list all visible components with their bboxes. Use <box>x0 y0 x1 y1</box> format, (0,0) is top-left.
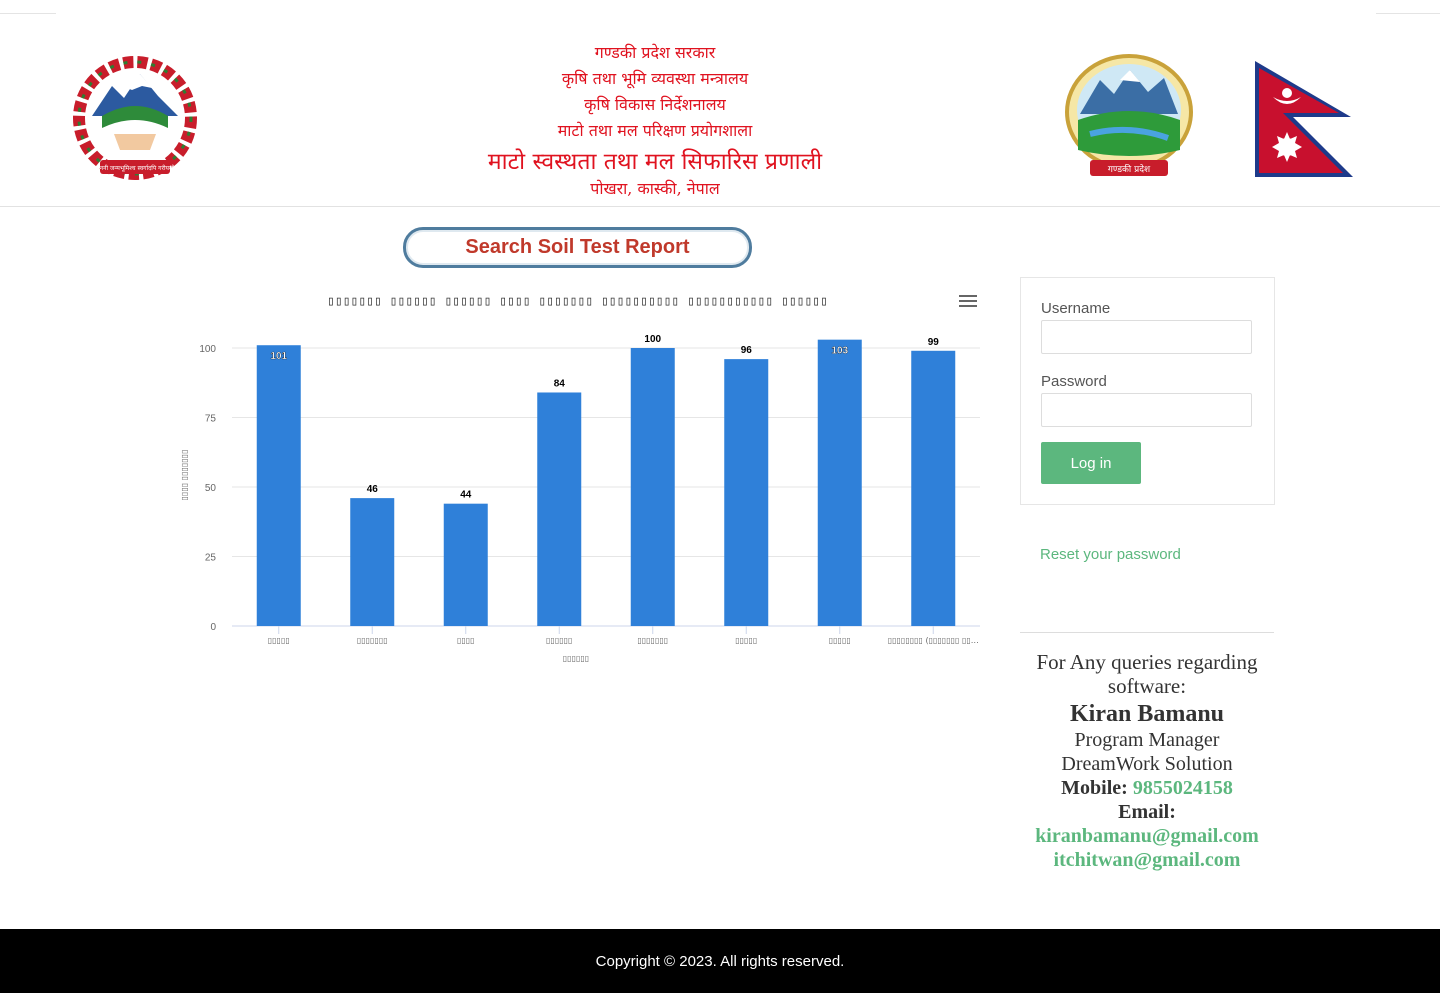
header-line-4: माटो तथा मल परिक्षण प्रयोगशाला <box>557 121 753 140</box>
header-line-5: माटो स्वस्थता तथा मल सिफारिस प्रणाली <box>487 149 823 175</box>
chart-menu-icon[interactable] <box>959 293 977 309</box>
x-category-label: ▯▯▯▯▯▯▯ <box>637 636 668 645</box>
data-label: 103 <box>831 346 848 357</box>
bar <box>817 339 862 626</box>
bar <box>256 345 301 626</box>
bar <box>911 350 956 626</box>
data-label: 44 <box>460 490 472 501</box>
login-form: Username Password Log in <box>1020 277 1275 505</box>
data-label: 46 <box>367 484 379 495</box>
search-soil-test-report-button[interactable]: Search Soil Test Report <box>403 227 752 268</box>
x-axis-title: ▯▯▯▯▯▯ <box>563 654 589 663</box>
y-tick-label: 50 <box>205 483 217 494</box>
bar <box>443 503 488 626</box>
reset-password-link[interactable]: Reset your password <box>1040 546 1181 563</box>
header-line-6: पोखरा, कास्की, नेपाल <box>590 179 720 198</box>
data-label: 100 <box>644 334 661 345</box>
contact-name: Kiran Bamanu <box>1069 701 1225 727</box>
data-label: 84 <box>554 378 566 389</box>
email-link-2[interactable]: itchitwan@gmail.com <box>1053 849 1241 871</box>
username-input[interactable] <box>1041 320 1252 354</box>
email-link-1[interactable]: kiranbamanu@gmail.com <box>1035 825 1259 847</box>
header-line-1: गण्डकी प्रदेश सरकार <box>594 43 716 62</box>
x-category-label: ▯▯▯▯▯▯ <box>546 636 572 645</box>
username-label: Username <box>1041 300 1111 317</box>
bar <box>537 392 582 626</box>
y-tick-label: 100 <box>199 344 216 355</box>
y-tick-label: 25 <box>205 553 217 564</box>
y-axis-title: ▯▯▯▯ ▯▯▯▯▯▯▯ <box>180 450 189 501</box>
x-category-label: ▯▯▯▯ <box>457 636 475 645</box>
contact-query-text: For Any queries regarding software: <box>1036 650 1258 698</box>
login-button[interactable]: Log in <box>1041 442 1141 484</box>
site-header: जननी जन्मभूमिश्च स्वर्गादपि गरीयसी गण्डक… <box>0 14 1440 207</box>
y-tick-label: 75 <box>205 414 217 425</box>
x-category-label: ▯▯▯▯▯▯▯▯ (▯▯▯▯▯▯▯ ▯▯… <box>888 636 979 645</box>
x-category-label: ▯▯▯▯▯▯▯ <box>357 636 388 645</box>
header-line-2: कृषि तथा भूमि व्यवस्था मन्त्रालय <box>561 69 749 88</box>
bar <box>724 359 769 626</box>
header-line-3: कृषि विकास निर्देशनालय <box>584 95 726 114</box>
nepal-flag-icon <box>1255 61 1353 177</box>
password-input[interactable] <box>1041 393 1252 427</box>
mobile-label: Mobile: <box>1061 777 1128 799</box>
data-label: 96 <box>741 345 753 356</box>
email-label: Email: <box>1118 801 1176 823</box>
bar <box>350 498 395 626</box>
top-rule-gap <box>56 12 1376 15</box>
password-label: Password <box>1041 373 1107 390</box>
contact-role: Program Manager <box>1074 729 1220 751</box>
nepal-emblem-icon: जननी जन्मभूमिश्च स्वर्गादपि गरीयसी <box>73 56 197 180</box>
x-category-label: ▯▯▯▯▯ <box>829 636 851 645</box>
y-tick-label: 0 <box>210 622 216 633</box>
bar-chart: 0 25 50 75 100 101 ▯▯▯▯▯ 46 ▯▯▯▯▯▯▯ 44 ▯▯▯▯ 84 ▯▯▯▯▯… <box>180 334 980 663</box>
x-category-label: ▯▯▯▯▯ <box>268 636 290 645</box>
contact-company: DreamWork Solution <box>1061 753 1233 775</box>
contact-info: For Any queries regarding software: Kira… <box>1020 650 1274 872</box>
gandaki-logo-text: गण्डकी प्रदेश <box>1108 163 1151 175</box>
x-category-label: ▯▯▯▯▯ <box>735 636 757 645</box>
site-footer: Copyright © 2023. All rights reserved. <box>0 929 1440 993</box>
gandaki-province-logo-icon: गण्डकी प्रदेश <box>1065 54 1193 176</box>
data-label: 99 <box>928 337 940 348</box>
data-label: 101 <box>270 351 287 362</box>
sidebar-divider <box>1020 632 1274 633</box>
chart-title: ▯▯▯▯▯▯▯ ▯▯▯▯▯▯ ▯▯▯▯▯▯ ▯▯▯▯ ▯▯▯▯▯▯▯ ▯▯▯▯▯… <box>327 294 828 309</box>
copyright-text: Copyright © 2023. All rights reserved. <box>595 952 845 970</box>
emblem-motto: जननी जन्मभूमिश्च स्वर्गादपि गरीयसी <box>95 164 175 172</box>
mobile-number[interactable]: 9855024158 <box>1132 777 1233 799</box>
bar <box>630 348 675 626</box>
